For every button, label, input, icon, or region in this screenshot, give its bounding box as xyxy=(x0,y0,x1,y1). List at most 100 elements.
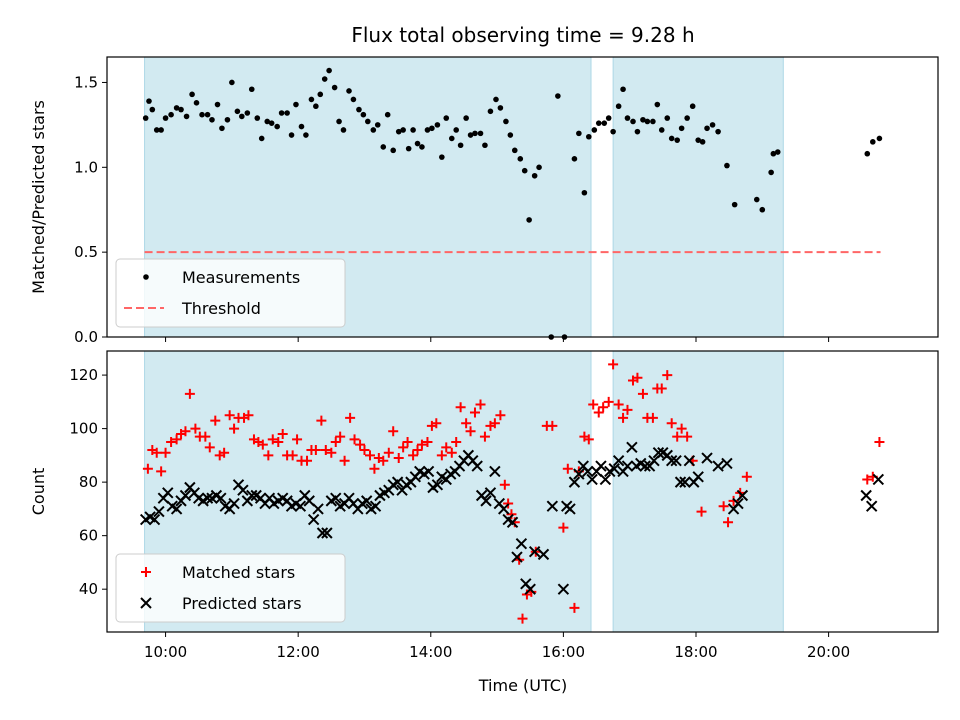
predicted-star-point xyxy=(215,492,227,504)
measurement-point xyxy=(346,88,352,94)
measurement-point xyxy=(531,172,538,179)
matched-star-point xyxy=(455,402,466,413)
predicted-star-point xyxy=(872,473,885,486)
predicted-star-point xyxy=(564,503,576,515)
matched-star-point xyxy=(171,434,182,445)
measurement-point xyxy=(214,101,221,108)
matched-star-point xyxy=(287,450,298,461)
measurement-point xyxy=(284,110,290,116)
measurement-point xyxy=(463,115,469,121)
matched-star-point xyxy=(345,412,356,423)
matched-star-point xyxy=(142,463,153,474)
measurement-point xyxy=(313,103,319,110)
measurement-point xyxy=(453,127,459,133)
measurement-point xyxy=(384,111,391,118)
matched-star-point xyxy=(359,445,370,456)
measurement-point xyxy=(503,118,509,125)
matched-star-point xyxy=(656,383,667,394)
matched-star-point xyxy=(310,445,321,456)
matched-star-point xyxy=(383,447,394,458)
y-tick-label: 40 xyxy=(79,580,98,598)
matched-star-point xyxy=(257,439,268,450)
matched-star-point xyxy=(436,450,447,461)
observing-window xyxy=(612,350,784,633)
measurement-point xyxy=(521,167,528,174)
predicted-star-point xyxy=(860,489,872,502)
matched-star-point xyxy=(603,396,614,407)
measurement-point xyxy=(571,156,578,162)
measurement-point xyxy=(576,130,582,137)
measurement-point xyxy=(419,144,425,150)
y-tick-label: 80 xyxy=(79,473,98,491)
matched-star-point xyxy=(622,404,633,415)
matched-star-point xyxy=(422,436,433,447)
axes-frame xyxy=(106,56,939,338)
matched-star-point xyxy=(320,445,331,456)
matched-star-point xyxy=(451,436,462,447)
y-tick-label: 1.0 xyxy=(74,158,98,176)
measurement-point xyxy=(356,106,362,113)
measurement-point xyxy=(288,132,295,138)
matched-star-point xyxy=(416,439,427,450)
measurement-point xyxy=(340,127,347,133)
measurement-point xyxy=(308,96,315,103)
measurement-point xyxy=(258,135,265,142)
matched-star-point xyxy=(446,447,457,458)
axes-frame xyxy=(106,350,939,633)
measurement-point xyxy=(149,106,156,113)
measurement-point xyxy=(595,120,602,126)
measurement-point xyxy=(293,101,299,108)
matched-star-point xyxy=(431,418,442,429)
predicted-star-point xyxy=(546,500,559,512)
predicted-star-point xyxy=(162,487,174,499)
predicted-star-point xyxy=(170,503,183,515)
measurement-point xyxy=(317,91,324,98)
measurement-point xyxy=(414,140,421,147)
measurement-point xyxy=(715,128,721,135)
measurement-point xyxy=(610,128,616,135)
matched-star-point xyxy=(562,463,573,474)
measurement-point xyxy=(640,116,646,123)
measurement-point xyxy=(360,111,367,118)
predicted-star-point xyxy=(732,497,744,510)
matched-star-point xyxy=(741,471,752,482)
measurement-point xyxy=(298,123,305,130)
measurement-point xyxy=(405,145,412,152)
matched-star-point xyxy=(335,431,346,442)
matched-star-point xyxy=(441,442,452,453)
matched-star-point xyxy=(302,455,313,466)
matched-star-point xyxy=(160,447,171,458)
measurement-point xyxy=(870,139,876,145)
measurement-point xyxy=(142,115,149,121)
x-tick-label: 10:00 xyxy=(144,643,187,661)
predicted-star-point xyxy=(865,500,878,512)
legend-label: Measurements xyxy=(182,268,300,287)
predicted-star-point xyxy=(692,471,704,483)
measurement-point xyxy=(650,118,656,125)
measurement-point xyxy=(477,130,484,137)
matched-star-point xyxy=(672,431,683,442)
predicted-star-point xyxy=(701,452,713,464)
measurement-point xyxy=(224,116,231,123)
measurement-point xyxy=(605,115,612,121)
measurement-point xyxy=(487,108,494,115)
matched-star-point xyxy=(632,372,643,383)
measurement-point xyxy=(864,150,871,157)
x-tick-label: 12:00 xyxy=(277,643,320,661)
measurement-point xyxy=(424,127,431,133)
predicted-star-point xyxy=(330,492,342,504)
predicted-star-point xyxy=(511,551,523,563)
measurement-point xyxy=(759,206,766,213)
matched-star-point xyxy=(365,450,376,461)
measurement-point xyxy=(586,133,592,140)
matched-star-point xyxy=(593,407,604,418)
predicted-star-point xyxy=(321,527,333,539)
measurement-point xyxy=(219,125,225,132)
predicted-star-point xyxy=(294,500,307,512)
matched-star-point xyxy=(608,359,619,370)
predicted-star-point xyxy=(639,460,651,472)
predicted-star-point xyxy=(489,465,501,478)
matched-star-point xyxy=(277,428,288,439)
predicted-star-point xyxy=(612,455,625,467)
matched-star-point xyxy=(349,434,360,445)
